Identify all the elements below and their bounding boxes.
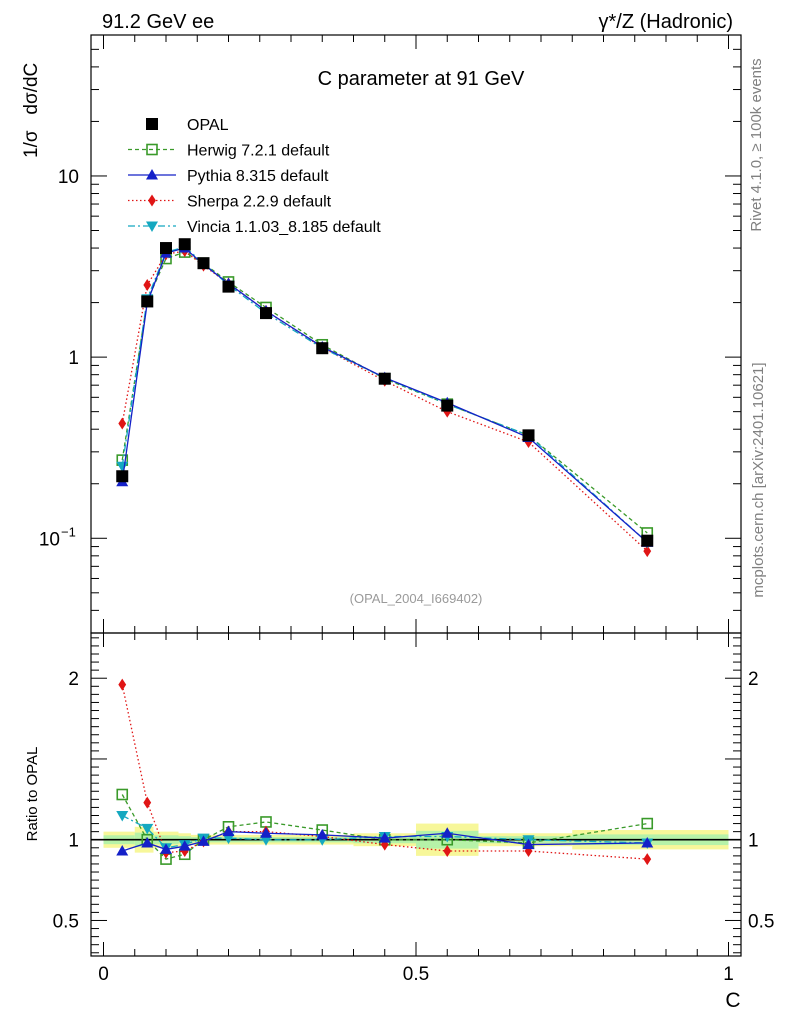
point-data (441, 399, 454, 412)
legend-label-herwig: Herwig 7.2.1 default (187, 143, 330, 160)
point-data (160, 242, 172, 255)
point-data (378, 372, 391, 385)
ratio-point-vincia (260, 835, 272, 846)
ratio-point-herwig (641, 817, 654, 830)
legend-marker-herwig (146, 143, 158, 156)
point-sherpa (143, 279, 152, 292)
legend: OPAL Herwig 7.2.1 default Pythia 8.315 def… (128, 117, 381, 236)
ratio-point-vincia (141, 823, 154, 835)
ratio-point-herwig (116, 788, 129, 801)
mcplots-site-label: mcplots.cern.ch [arXiv:2401.10621] (750, 362, 767, 597)
ratio-tick-label: 1 (68, 831, 79, 852)
ratio-point-pythia (441, 827, 454, 838)
legend-marker-data (146, 118, 158, 130)
y-axis-label: 1/σ dσ/dC (21, 63, 42, 158)
x-tick-label: 0 (98, 964, 109, 985)
legend-marker-sherpa (148, 194, 156, 207)
header-process-label: γ*/Z (Hadronic) (599, 11, 733, 33)
y-tick-label-exponent: −1 (61, 524, 76, 539)
y-tick-label: 1 (68, 348, 79, 369)
ratio-point-pythia (260, 827, 272, 838)
rivet-version-label: Rivet 4.1.0, ≥ 100k events (748, 58, 765, 231)
legend-marker-pythia (146, 169, 158, 180)
ratio-axis-label: Ratio to OPAL (24, 747, 41, 842)
y-tick-label: 10 (39, 529, 60, 550)
ratio-point-sherpa (118, 678, 127, 691)
analysis-id-label: (OPAL_2004_I669402) (350, 591, 483, 606)
ratio-frame (90, 632, 742, 957)
ratio-point-pythia (160, 843, 172, 854)
legend-label-pythia: Pythia 8.315 default (187, 168, 329, 185)
ratio-tick-label-right: 1 (748, 831, 759, 852)
point-data (316, 342, 329, 355)
ratio-point-pythia (141, 836, 154, 848)
series-line-sherpa (121, 250, 648, 552)
x-tick-label: 0.5 (403, 964, 429, 985)
legend-label-data: OPAL (187, 117, 229, 134)
x-axis-label: C (725, 989, 740, 1012)
ratio-point-sherpa (143, 796, 152, 809)
ratio-panel: 0 0.5 1 2 2 1 1 0.5 0.5 (53, 632, 774, 985)
ratio-point-sherpa (443, 845, 452, 858)
ratio-point-pythia (178, 840, 191, 851)
ratio-line-pythia (122, 830, 648, 852)
point-data (178, 238, 191, 251)
legend-marker-vincia (146, 221, 158, 232)
ratio-tick-label: 0.5 (53, 911, 79, 932)
ratio-point-pythia (641, 836, 654, 848)
point-data (116, 470, 129, 483)
ratio-point-pythia (378, 832, 391, 843)
point-data (222, 280, 235, 293)
ratio-tick-label-right: 0.5 (748, 911, 774, 932)
point-sherpa (118, 417, 127, 430)
point-data (641, 534, 654, 547)
series-line-herwig (121, 251, 648, 534)
legend-label-vincia: Vincia 1.1.03_8.185 default (187, 219, 381, 236)
point-sherpa (643, 545, 652, 558)
point-sherpa (443, 405, 452, 418)
ratio-tick-label: 2 (68, 669, 79, 690)
ratio-point-sherpa (643, 853, 652, 866)
ratio-point-pythia (197, 835, 210, 846)
point-data (197, 257, 210, 270)
ratio-point-pythia (116, 845, 129, 856)
ratio-line-herwig (121, 794, 648, 860)
x-tick-label: 1 (723, 964, 734, 985)
header-energy-label: 91.2 GeV ee (102, 11, 214, 33)
legend-label-sherpa: Sherpa 2.2.9 default (187, 194, 332, 211)
ratio-point-pythia (522, 838, 535, 850)
ratio-point-pythia (222, 825, 235, 837)
ratio-point-sherpa (380, 838, 389, 851)
y-tick-label: 10 (58, 167, 79, 188)
chart-title: C parameter at 91 GeV (318, 68, 525, 90)
ratio-point-pythia (316, 828, 329, 840)
ratio-point-vincia (116, 810, 129, 822)
series-line-vincia (121, 246, 648, 543)
ratio-tick-label-right: 2 (748, 669, 759, 690)
point-data (522, 429, 535, 442)
point-data (260, 307, 272, 320)
series-line-pythia (121, 247, 648, 543)
ratio-point-vincia (222, 833, 235, 845)
point-data (141, 295, 154, 308)
